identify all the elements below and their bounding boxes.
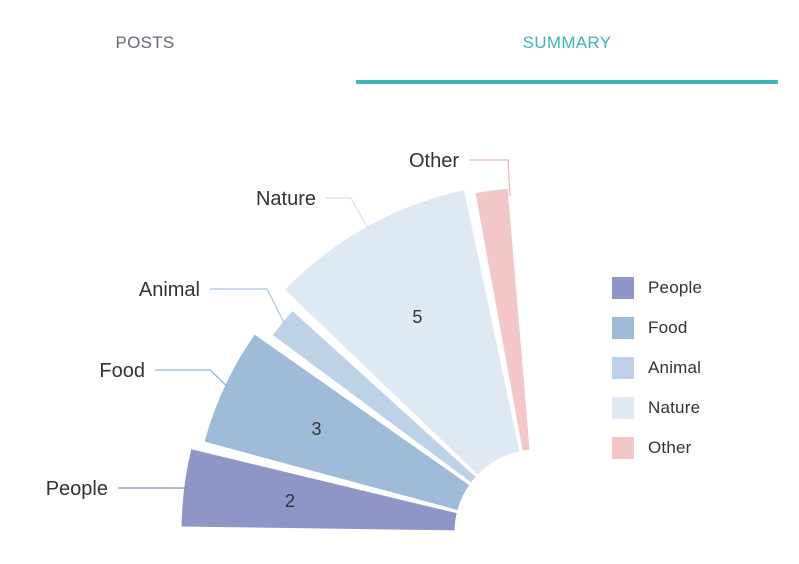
tab-active-indicator bbox=[356, 80, 778, 84]
chart-sector-people bbox=[180, 448, 458, 532]
chart-leader-line bbox=[210, 288, 286, 326]
legend-label: People bbox=[648, 278, 703, 297]
chart-value-label: 2 bbox=[285, 491, 295, 511]
legend-swatch bbox=[612, 357, 634, 379]
legend-swatch bbox=[612, 397, 634, 419]
chart-sector-nature bbox=[283, 189, 521, 476]
chart-category-label: Animal bbox=[139, 279, 200, 301]
legend-label: Other bbox=[648, 438, 692, 457]
chart-value-label: 5 bbox=[412, 307, 422, 327]
legend-label: Animal bbox=[648, 358, 702, 377]
legend-label: Food bbox=[648, 318, 688, 337]
chart-legend: People Food Animal Nature Other bbox=[612, 268, 702, 468]
legend-item-people[interactable]: People bbox=[612, 268, 702, 308]
chart-sector-food bbox=[203, 333, 471, 512]
legend-item-animal[interactable]: Animal bbox=[612, 348, 702, 388]
chart-leader-line bbox=[326, 197, 370, 230]
chart-category-label: Nature bbox=[256, 188, 316, 210]
chart-sector-other bbox=[474, 187, 531, 452]
legend-item-nature[interactable]: Nature bbox=[612, 388, 702, 428]
legend-label: Nature bbox=[648, 398, 701, 417]
chart-sector-animal bbox=[271, 309, 477, 484]
legend-item-other[interactable]: Other bbox=[612, 428, 702, 468]
chart-leader-line bbox=[155, 369, 229, 388]
chart-category-label: People bbox=[46, 478, 108, 500]
legend-item-food[interactable]: Food bbox=[612, 308, 702, 348]
chart-category-label: Food bbox=[99, 360, 145, 382]
chart-value-label: 3 bbox=[311, 419, 321, 439]
tab-summary[interactable]: SUMMARY bbox=[522, 33, 612, 52]
tab-bar: POSTS SUMMARY bbox=[0, 0, 799, 86]
summary-chart: 2 People 3 Food Animal 5 Nature Other bbox=[46, 150, 531, 532]
legend-swatch bbox=[612, 317, 634, 339]
legend-swatch bbox=[612, 437, 634, 459]
chart-leader-line bbox=[469, 159, 511, 197]
chart-category-label: Other bbox=[409, 150, 459, 172]
tab-posts[interactable]: POSTS bbox=[115, 33, 175, 52]
legend-swatch bbox=[612, 277, 634, 299]
